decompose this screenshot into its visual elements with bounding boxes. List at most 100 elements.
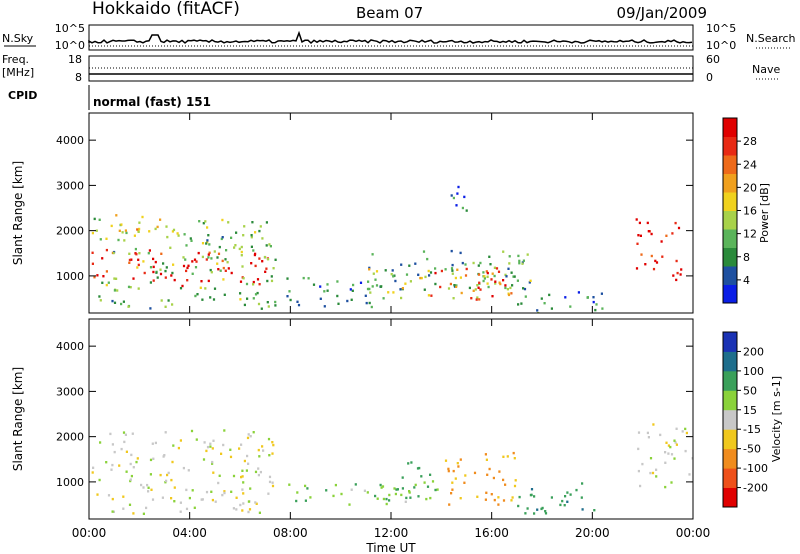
data-cell bbox=[414, 483, 417, 487]
data-cell bbox=[526, 253, 529, 256]
data-cell bbox=[96, 274, 99, 277]
data-cell bbox=[239, 280, 243, 283]
colorbar-tick-label: 8 bbox=[743, 251, 750, 264]
data-cell bbox=[385, 502, 388, 506]
data-cell bbox=[592, 296, 595, 299]
data-cell bbox=[184, 258, 187, 261]
data-cell bbox=[404, 500, 407, 503]
data-cell bbox=[201, 242, 205, 245]
data-cell bbox=[484, 498, 487, 501]
data-cell bbox=[111, 510, 114, 513]
data-cell bbox=[270, 275, 273, 278]
data-cell bbox=[680, 268, 683, 271]
data-cell bbox=[522, 259, 525, 262]
data-cell bbox=[504, 284, 507, 287]
data-cell bbox=[172, 263, 175, 266]
data-cell bbox=[368, 268, 371, 271]
data-cell bbox=[145, 506, 148, 510]
data-cell bbox=[395, 488, 398, 491]
data-cell bbox=[494, 280, 497, 283]
data-cell bbox=[507, 267, 510, 270]
y-tick-label: 1000 bbox=[56, 270, 84, 283]
data-cell bbox=[195, 260, 198, 263]
data-cell bbox=[405, 496, 408, 500]
velocity-frame bbox=[88, 318, 694, 520]
data-cell bbox=[577, 291, 580, 294]
data-cell bbox=[533, 512, 536, 515]
data-cell bbox=[159, 268, 162, 271]
colorbar-swatch bbox=[723, 118, 737, 137]
data-cell bbox=[112, 510, 115, 513]
data-cell bbox=[306, 487, 309, 490]
data-cell bbox=[176, 232, 179, 235]
data-cell bbox=[400, 493, 403, 497]
data-cell bbox=[381, 485, 385, 488]
cpid-strip: CPID normal (fast) 151 bbox=[8, 85, 211, 110]
data-cell bbox=[478, 298, 481, 301]
data-cell bbox=[566, 491, 569, 494]
data-cell bbox=[241, 509, 244, 512]
data-cell bbox=[117, 238, 120, 242]
data-cell bbox=[650, 254, 653, 258]
y-tick-label: 3000 bbox=[56, 179, 84, 192]
data-cell bbox=[195, 438, 198, 441]
nsearch-label: N.Search bbox=[746, 32, 796, 45]
data-cell bbox=[230, 490, 233, 493]
data-cell bbox=[517, 504, 520, 508]
y-tick-label: 4000 bbox=[56, 340, 84, 353]
data-cell bbox=[455, 204, 458, 207]
data-cell bbox=[93, 217, 96, 221]
data-cell bbox=[639, 234, 642, 237]
data-cell bbox=[422, 250, 426, 253]
data-cell bbox=[636, 242, 639, 245]
data-cell bbox=[650, 232, 653, 236]
data-cell bbox=[243, 459, 246, 463]
data-cell bbox=[268, 475, 272, 479]
data-cell bbox=[131, 432, 134, 435]
data-cell bbox=[123, 440, 126, 444]
data-cell bbox=[96, 493, 99, 496]
data-cell bbox=[679, 273, 682, 276]
data-cell bbox=[170, 497, 173, 500]
data-cell bbox=[493, 274, 496, 278]
data-cell bbox=[137, 230, 140, 233]
data-cell bbox=[396, 488, 399, 491]
data-cell bbox=[400, 263, 403, 266]
data-cell bbox=[675, 259, 678, 263]
data-cell bbox=[463, 195, 466, 199]
data-cell bbox=[259, 470, 262, 474]
data-cell bbox=[111, 463, 114, 467]
data-cell bbox=[486, 282, 489, 285]
data-cell bbox=[267, 258, 270, 261]
data-cell bbox=[486, 275, 489, 278]
data-cell bbox=[167, 299, 170, 302]
data-cell bbox=[234, 244, 237, 247]
data-cell bbox=[105, 461, 108, 464]
data-cell bbox=[252, 283, 255, 286]
date-title: 09/Jan/2009 bbox=[617, 4, 708, 22]
data-cell bbox=[223, 293, 226, 296]
data-cell bbox=[540, 297, 543, 300]
data-cell bbox=[245, 282, 249, 286]
data-cell bbox=[207, 279, 210, 283]
data-cell bbox=[600, 292, 603, 295]
velocity-ylabel: Slant Range [km] bbox=[11, 367, 25, 471]
data-cell bbox=[235, 496, 238, 499]
data-cell bbox=[137, 263, 140, 267]
data-cell bbox=[267, 305, 270, 308]
data-cell bbox=[129, 479, 132, 483]
data-cell bbox=[595, 303, 598, 306]
data-cell bbox=[452, 297, 455, 300]
data-cell bbox=[479, 288, 482, 291]
data-cell bbox=[672, 274, 675, 277]
beam-title: Beam 07 bbox=[356, 4, 423, 22]
data-cell bbox=[98, 295, 101, 298]
data-cell bbox=[423, 481, 426, 484]
colorbar-swatch bbox=[723, 229, 737, 248]
data-cell bbox=[127, 285, 131, 289]
cpid-text: normal (fast) 151 bbox=[93, 95, 211, 109]
data-cell bbox=[259, 225, 262, 228]
station-title: Hokkaido (fitACF) bbox=[92, 0, 240, 19]
data-cell bbox=[181, 284, 184, 288]
data-cell bbox=[561, 499, 564, 503]
